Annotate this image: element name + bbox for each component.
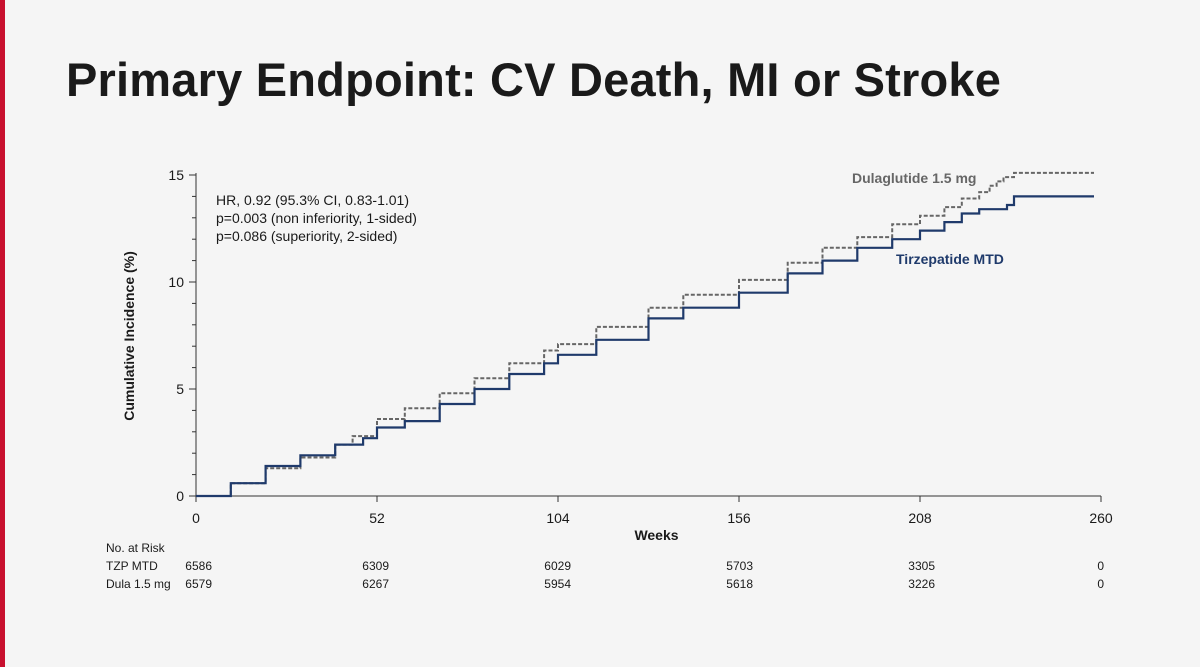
tirzepatide-series-label: Tirzepatide MTD [896, 251, 1004, 267]
x-tick-label: 104 [546, 510, 570, 526]
dulaglutide-series-label: Dulaglutide 1.5 mg [852, 170, 976, 186]
slide-accent-bar [0, 0, 5, 667]
x-tick-label: 208 [908, 510, 932, 526]
x-tick-label: 52 [369, 510, 385, 526]
stats-annotation-line: p=0.086 (superiority, 2-sided) [216, 228, 397, 244]
y-axis-label: Cumulative Incidence (%) [121, 251, 137, 421]
stats-annotation-line: p=0.003 (non inferiority, 1-sided) [216, 210, 417, 226]
x-tick-label: 0 [192, 510, 200, 526]
x-tick-label: 260 [1089, 510, 1113, 526]
y-tick-label: 15 [168, 167, 184, 183]
tirzepatide-series-line [196, 195, 1094, 498]
stats-annotation-line: HR, 0.92 (95.3% CI, 0.83-1.01) [216, 192, 409, 208]
y-tick-label: 5 [176, 381, 184, 397]
y-tick-label: 0 [176, 488, 184, 504]
x-axis-label: Weeks [634, 527, 678, 543]
x-tick-label: 156 [727, 510, 751, 526]
y-tick-label: 10 [168, 274, 184, 290]
slide-title: Primary Endpoint: CV Death, MI or Stroke [66, 53, 1002, 106]
